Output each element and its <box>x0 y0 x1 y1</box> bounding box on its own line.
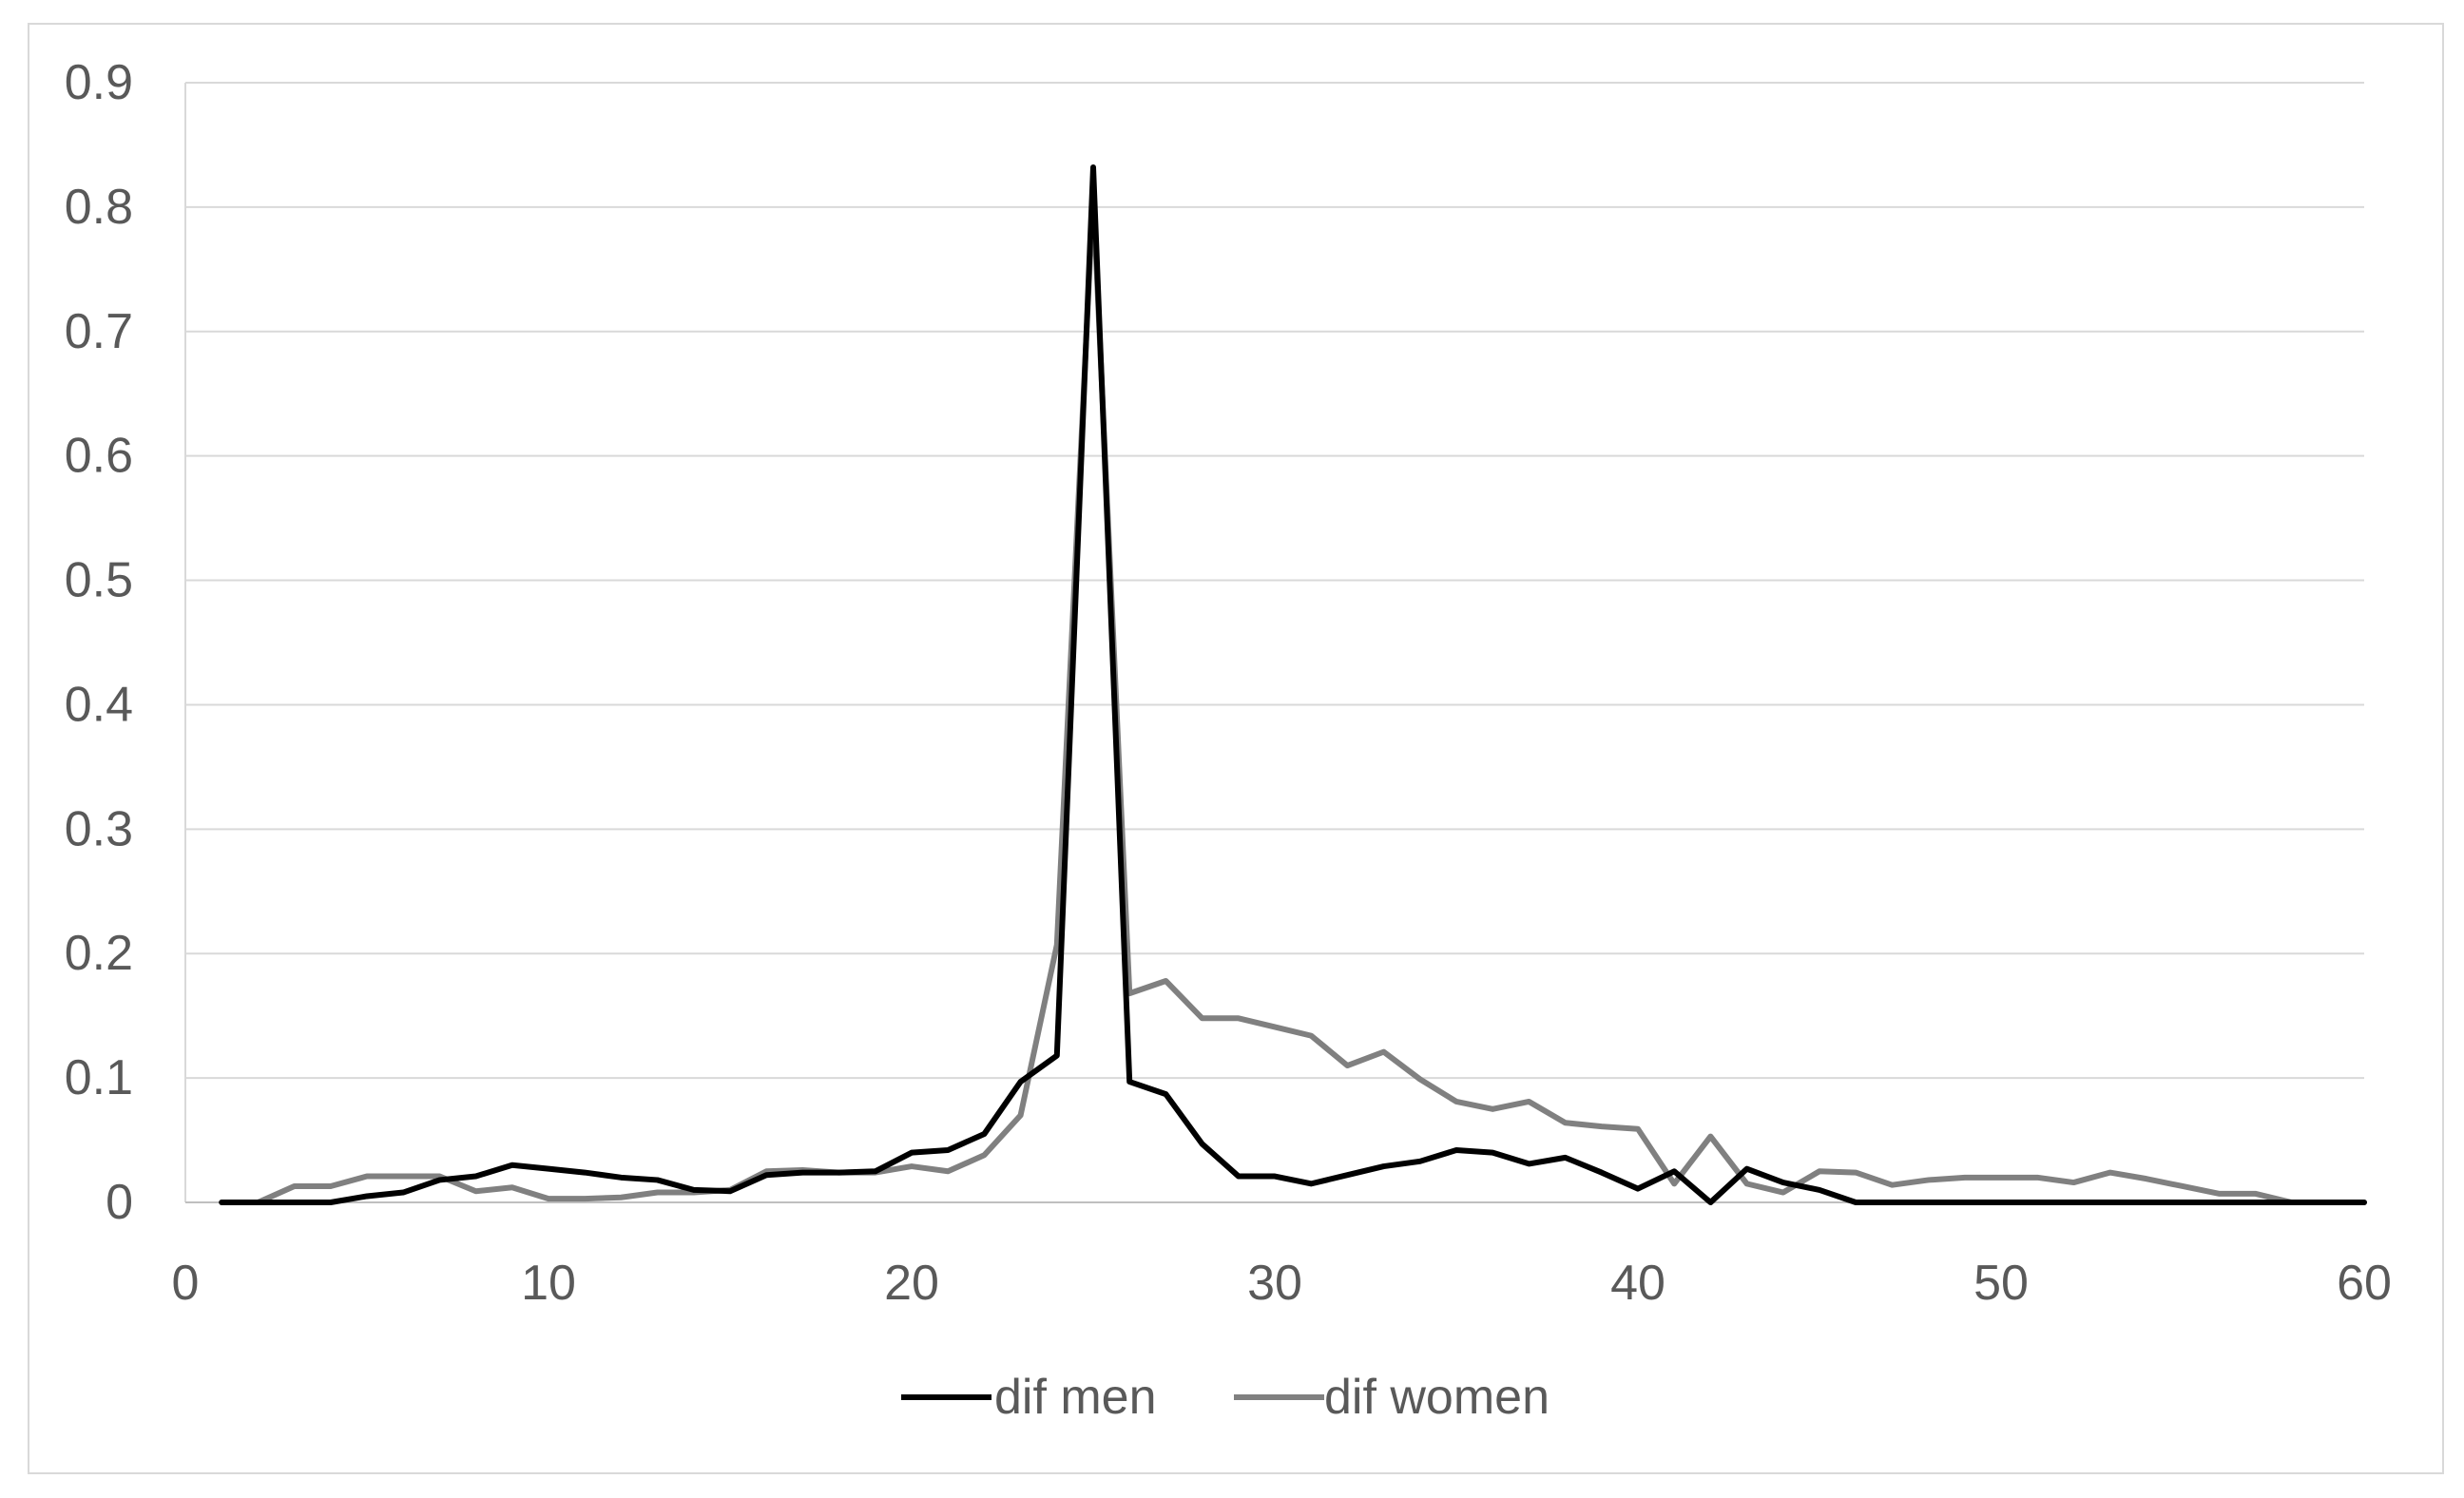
y-tick-label: 0.6 <box>65 429 133 484</box>
y-tick-label: 0.2 <box>65 926 133 981</box>
y-tick-label: 0.7 <box>65 304 133 359</box>
x-tick-label: 30 <box>1247 1256 1302 1311</box>
x-tick-label: 60 <box>2337 1256 2392 1311</box>
x-axis-tick-labels: 0 10 20 30 40 50 60 <box>172 1256 2392 1311</box>
x-tick-label: 20 <box>884 1256 939 1311</box>
chart-border <box>28 23 2444 1474</box>
legend-label: dif men <box>994 1370 1157 1425</box>
legend: dif men dif women <box>901 1370 1550 1425</box>
y-tick-label: 0.4 <box>65 677 133 732</box>
y-tick-label: 0.5 <box>65 553 133 608</box>
y-tick-label: 0.3 <box>65 801 133 856</box>
legend-label: dif women <box>1324 1370 1550 1425</box>
y-tick-label: 0.1 <box>65 1050 133 1105</box>
x-tick-label: 50 <box>1973 1256 2029 1311</box>
series-line-dif-women <box>219 191 2367 1205</box>
x-tick-label: 0 <box>172 1256 200 1311</box>
y-tick-label: 0.8 <box>65 180 133 235</box>
series-lines <box>219 164 2367 1205</box>
gridlines <box>185 82 2364 1080</box>
x-tick-label: 10 <box>521 1256 576 1311</box>
y-tick-label: 0.9 <box>65 55 133 110</box>
y-axis-tick-labels: 0 0.1 0.2 0.3 0.4 0.5 0.6 0.7 0.8 0.9 <box>65 55 133 1230</box>
y-tick-label: 0 <box>106 1175 133 1230</box>
x-tick-label: 40 <box>1610 1256 1665 1311</box>
series-line-dif-men <box>219 164 2367 1205</box>
